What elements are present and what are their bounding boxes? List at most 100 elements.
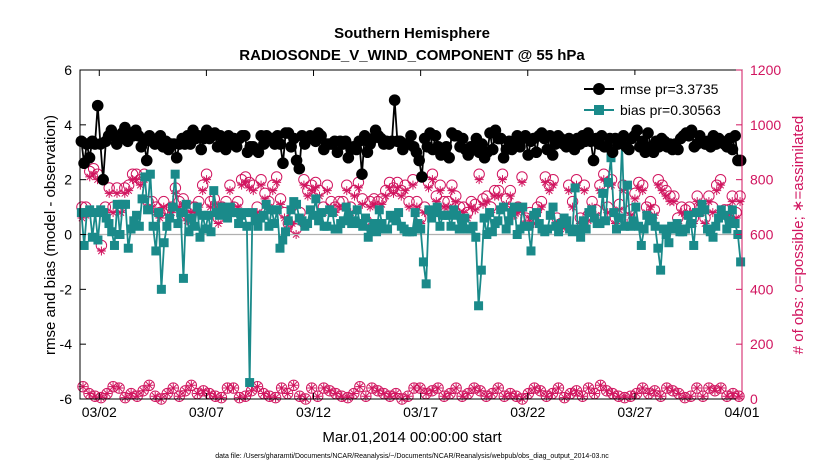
bias-point (264, 221, 274, 231)
obs-assimilated-point-lower (283, 389, 293, 399)
bias-point (79, 240, 89, 250)
obs-assimilated-point-lower (385, 391, 395, 401)
bias-point (156, 284, 166, 294)
obs-assimilated-point-lower (192, 389, 202, 399)
obs-assimilated-point-lower (547, 389, 557, 399)
obs-possible-point-lower (667, 385, 679, 397)
footnote: data file: /Users/gharamti/Documents/NCA… (215, 453, 609, 460)
bias-point (711, 221, 721, 231)
bias-point (159, 238, 169, 248)
obs-assimilated-point-upper (692, 197, 702, 207)
bias-point (377, 219, 387, 229)
bias-point (349, 216, 359, 226)
bias-point (725, 216, 735, 226)
bias-point (178, 273, 188, 283)
obs-assimilated-point-lower (559, 393, 569, 403)
bias-series-layer (76, 139, 746, 388)
obs-assimilated-point-upper (579, 186, 589, 196)
obs-assimilated-point-upper (603, 208, 613, 218)
obs-assimilated-point-upper (307, 186, 317, 196)
obs-possible-point-lower (552, 382, 565, 394)
obs-assimilated-point-lower (180, 386, 190, 396)
obs-assimilated-point-upper (260, 194, 270, 204)
rmse-point (239, 130, 251, 142)
obs-assimilated-point-upper (708, 208, 718, 218)
obs-assimilated-point-upper (272, 177, 282, 187)
obs-assimilated-point-lower (493, 383, 503, 393)
bias-point (611, 224, 621, 234)
bias-point (603, 177, 613, 187)
bias-point (620, 221, 630, 231)
obs-assimilated-point-lower (409, 383, 419, 393)
obs-assimilated-point-upper (474, 175, 484, 185)
bias-point (427, 213, 437, 223)
obs-assimilated-point-upper (544, 186, 554, 196)
obs-possible-point-lower (167, 382, 179, 394)
obs-assimilated-point-upper (568, 202, 578, 212)
obs-assimilated-point-lower (253, 382, 263, 392)
bias-point (308, 210, 318, 220)
bias-point (418, 257, 428, 267)
bias-point (501, 224, 511, 234)
obs-assimilated-point-upper (704, 197, 714, 207)
bias-point (512, 230, 522, 239)
bias-point (253, 221, 263, 231)
bias-point (485, 208, 495, 218)
obs-possible-point-lower (318, 382, 330, 394)
obs-assimilated-point-lower (650, 386, 660, 396)
bias-point (498, 202, 508, 212)
bias-point (115, 230, 125, 239)
rmse-point (729, 130, 741, 142)
obs-assimilated-point-upper (424, 183, 434, 193)
bias-point (722, 224, 732, 234)
obs-possible-point-lower (498, 390, 510, 402)
rmse-point (476, 138, 488, 150)
obs-possible-point-lower (733, 390, 745, 402)
obs-possible-point-lower (691, 382, 703, 394)
obs-possible-point-lower (540, 390, 553, 402)
bias-point (410, 208, 420, 218)
y-right-tick-label: 800 (750, 172, 774, 188)
obs-assimilated-point-upper (131, 175, 141, 185)
obs-assimilated-point-upper (400, 186, 410, 196)
obs-assimilated-point-lower (541, 391, 551, 401)
bias-point (98, 208, 108, 218)
obs-assimilated-point-upper (466, 202, 476, 212)
rmse-point (734, 154, 747, 167)
obs-assimilated-point-lower (295, 391, 305, 401)
obs-assimilated-point-upper (657, 186, 667, 196)
bias-point (245, 378, 255, 388)
obs-assimilated-point-lower (469, 383, 479, 393)
bias-point (129, 216, 139, 226)
obs-assimilated-point-upper (443, 202, 453, 212)
chart-subtitle: RADIOSONDE_V_WIND_COMPONENT @ 55 hPa (239, 47, 585, 64)
x-tick-label: 03/07 (189, 404, 224, 420)
obs-assimilated-point-upper (661, 191, 671, 201)
obs-assimilated-point-lower (584, 383, 594, 393)
bias-point (694, 208, 704, 218)
obs-assimilated-point-lower (379, 389, 389, 399)
bias-point (272, 205, 282, 215)
rmse-point (636, 135, 649, 148)
bias-point (344, 210, 354, 220)
bias-point (90, 208, 100, 218)
obs-assimilated-point-lower (247, 386, 257, 396)
bias-point (165, 213, 175, 223)
obs-possible-point-lower (77, 380, 89, 393)
bias-point (452, 210, 462, 220)
obs-assimilated-point-lower (228, 383, 238, 393)
bias-point (201, 224, 211, 234)
obs-possible-point-lower (450, 382, 462, 394)
y-tick-label: -6 (60, 391, 73, 407)
bias-point (151, 246, 161, 256)
bias-point (509, 202, 519, 212)
obs-assimilated-point-lower (565, 389, 575, 399)
obs-assimilated-point-upper (381, 191, 391, 201)
obs-assimilated-point-lower (728, 389, 738, 399)
obs-assimilated-point-lower (144, 380, 154, 390)
obs-possible-point-lower (721, 390, 733, 402)
obs-possible-point-lower (360, 390, 372, 402)
bias-point (562, 216, 572, 226)
rmse-point (140, 154, 153, 167)
